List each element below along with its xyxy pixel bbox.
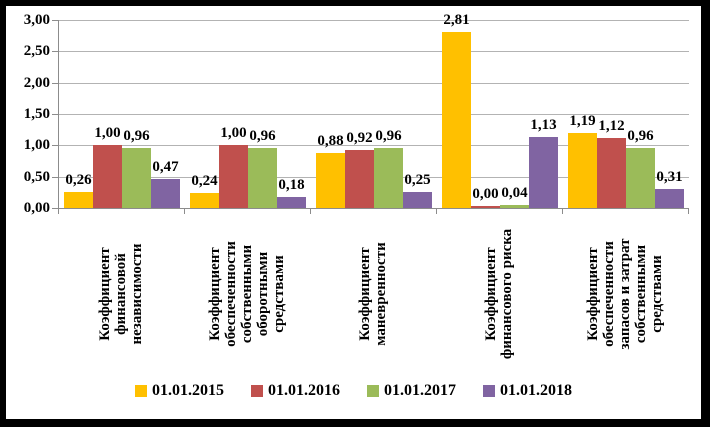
data-label: 0,88	[317, 133, 344, 149]
y-axis-tick-label: 1,50	[23, 106, 50, 122]
data-label: 1,13	[530, 117, 557, 133]
bar-series4-cat2	[277, 197, 306, 208]
y-axis-tick-label: 0,00	[23, 200, 50, 216]
data-label: 0,96	[627, 128, 654, 144]
legend-swatch-icon	[483, 385, 495, 397]
data-label: 0,96	[249, 128, 276, 144]
category-label: Коэффициент финансового риска	[483, 228, 515, 360]
data-label: 0,96	[375, 128, 402, 144]
data-label: 0,24	[191, 173, 218, 189]
gridline	[59, 20, 689, 21]
x-axis-tick	[688, 209, 689, 214]
bar-series1-cat1	[64, 192, 93, 208]
data-label: 0,96	[123, 128, 150, 144]
x-axis-tick	[184, 209, 185, 214]
category-label: Коэффициент обеспеченности собственными …	[207, 241, 287, 347]
bar-series2-cat2	[219, 145, 248, 208]
legend-label: 01.01.2017	[384, 382, 456, 399]
bar-series1-cat2	[190, 193, 219, 208]
x-axis-tick	[562, 209, 563, 214]
gridline	[59, 51, 689, 52]
bar-series2-cat5	[597, 138, 626, 208]
legend-item-01.01.2016: 01.01.2016	[251, 382, 340, 400]
legend-label: 01.01.2018	[500, 382, 572, 399]
legend-item-01.01.2018: 01.01.2018	[483, 382, 572, 400]
bar-series4-cat3	[403, 192, 432, 208]
bar-series2-cat3	[345, 150, 374, 208]
data-label: 0,92	[346, 130, 373, 146]
bar-series4-cat1	[151, 179, 180, 208]
data-label: 1,00	[220, 125, 247, 141]
x-axis-tick	[310, 209, 311, 214]
data-label: 1,12	[598, 118, 625, 134]
data-label: 0,47	[152, 159, 179, 175]
bar-series2-cat1	[93, 145, 122, 208]
legend-item-01.01.2015: 01.01.2015	[135, 382, 224, 400]
x-axis-tick	[58, 209, 59, 214]
data-label: 1,19	[569, 113, 596, 129]
legend: 01.01.2015 01.01.2016 01.01.2017 01.01.2018	[6, 379, 701, 403]
y-axis-tick-label: 2,50	[23, 43, 50, 59]
y-axis-tick	[52, 114, 58, 115]
data-label: 0,00	[472, 186, 499, 202]
data-label: 1,00	[94, 125, 121, 141]
data-label: 0,25	[404, 172, 431, 188]
data-label: 0,04	[501, 185, 528, 201]
bar-series3-cat3	[374, 148, 403, 208]
bar-series3-cat1	[122, 148, 151, 208]
data-label: 0,31	[656, 169, 683, 185]
y-axis-tick	[52, 145, 58, 146]
bar-series2-cat4	[471, 206, 500, 208]
legend-swatch-icon	[251, 385, 263, 397]
y-axis-tick	[52, 177, 58, 178]
data-label: 0,18	[278, 177, 305, 193]
bar-series4-cat4	[529, 137, 558, 208]
bar-series4-cat5	[655, 189, 684, 208]
legend-label: 01.01.2015	[152, 382, 224, 399]
plot-area: 0,26 1,00 0,96 0,47 0,24 1,00 0,96 0,18 0,88 0,92…	[58, 12, 689, 209]
gridline	[59, 145, 689, 146]
y-axis-tick-label: 2,00	[23, 75, 50, 91]
gridline	[59, 114, 689, 115]
category-label: Коэффициент финансовой независимости	[97, 243, 145, 345]
bar-series1-cat4	[442, 32, 471, 208]
data-label: 2,81	[443, 12, 470, 28]
y-axis-tick	[52, 83, 58, 84]
legend-swatch-icon	[367, 385, 379, 397]
y-axis-tick-label: 3,00	[23, 12, 50, 28]
bar-series3-cat4	[500, 205, 529, 208]
category-label: Коэффициент маневренности	[357, 242, 389, 346]
y-axis-tick-label: 1,00	[23, 137, 50, 153]
category-label: Коэффициент обеспеченности запасов и зат…	[585, 238, 665, 350]
y-axis-labels: 0,00 0,50 1,00 1,50 2,00 2,50 3,00	[6, 12, 50, 216]
x-axis-tick	[436, 209, 437, 214]
legend-item-01.01.2017: 01.01.2017	[367, 382, 456, 400]
y-axis-tick	[52, 208, 58, 209]
legend-swatch-icon	[135, 385, 147, 397]
bar-series1-cat5	[568, 133, 597, 208]
y-axis-tick-label: 0,50	[23, 169, 50, 185]
data-label: 0,26	[65, 172, 92, 188]
y-axis-tick	[52, 20, 58, 21]
bar-series3-cat5	[626, 148, 655, 208]
bar-series3-cat2	[248, 148, 277, 208]
bar-series1-cat3	[316, 153, 345, 208]
legend-label: 01.01.2016	[268, 382, 340, 399]
y-axis-tick	[52, 51, 58, 52]
gridline	[59, 83, 689, 84]
